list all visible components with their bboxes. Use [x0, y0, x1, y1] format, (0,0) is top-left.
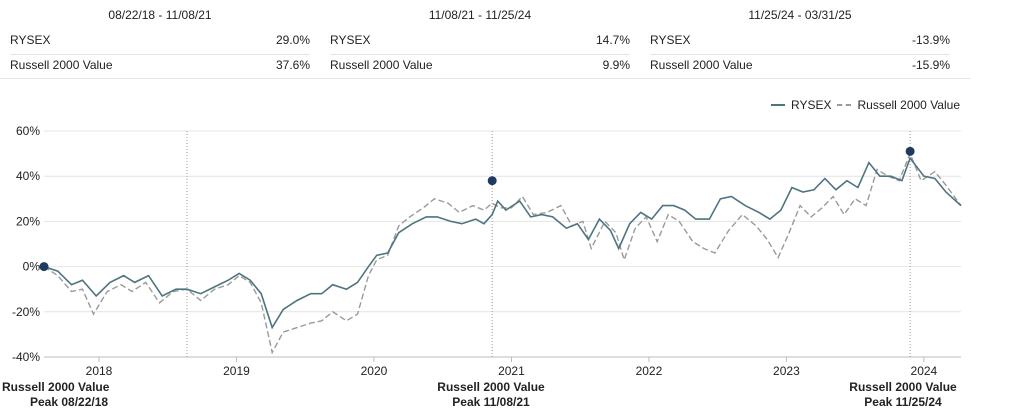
x-tick-label: 2020: [361, 364, 388, 378]
row-name: RYSEX: [330, 33, 371, 47]
period-row: Russell 2000 Value 9.9%: [330, 55, 630, 79]
peak-label-line1: Russell 2000 Value: [849, 380, 957, 394]
period-row: RYSEX 29.0%: [10, 30, 310, 55]
y-tick-label: -20%: [12, 305, 40, 319]
x-tick-label: 2023: [773, 364, 800, 378]
y-tick-label: -40%: [12, 350, 40, 364]
legend-swatch-russell: [837, 104, 852, 106]
row-name: Russell 2000 Value: [330, 58, 433, 72]
peak-label-line1: Russell 2000 Value: [2, 380, 110, 394]
peak-label-1: Russell 2000 Value Peak 08/22/18: [2, 380, 109, 410]
period-summary: 08/22/18 - 11/08/21 RYSEX 29.0% Russell …: [0, 0, 970, 79]
row-name: Russell 2000 Value: [10, 58, 113, 72]
row-value: 9.9%: [602, 58, 630, 72]
period-title: 11/25/24 - 03/31/25: [748, 8, 852, 22]
period-block-3: 11/25/24 - 03/31/25 RYSEX -13.9% Russell…: [650, 0, 950, 79]
series-line-rysex: [43, 156, 962, 330]
peak-marker: [39, 262, 49, 272]
row-name: RYSEX: [650, 33, 691, 47]
y-tick-label: 40%: [16, 169, 40, 183]
row-value: 14.7%: [595, 33, 630, 47]
x-tick-label: 2024: [911, 364, 938, 378]
row-value: -15.9%: [911, 58, 950, 72]
legend-swatch-rysex: [771, 104, 786, 106]
x-tick-label: 2021: [498, 364, 525, 378]
period-block-1: 08/22/18 - 11/08/21 RYSEX 29.0% Russell …: [10, 0, 310, 79]
legend-label-russell: Russell 2000 Value: [857, 98, 960, 112]
peak-label-line2: Peak 08/22/18: [30, 395, 109, 409]
peak-marker: [905, 146, 915, 156]
period-title: 08/22/18 - 11/08/21: [108, 8, 212, 22]
period-block-2: 11/08/21 - 11/25/24 RYSEX 14.7% Russell …: [330, 0, 630, 79]
peak-label-2: Russell 2000 Value Peak 11/08/21: [432, 380, 550, 410]
period-row: Russell 2000 Value 37.6%: [10, 55, 310, 79]
row-value: -13.9%: [911, 33, 950, 47]
x-tick-label: 2019: [223, 364, 250, 378]
peak-label-3: Russell 2000 Value Peak 11/25/24: [844, 380, 962, 410]
peak-label-line2: Peak 11/08/21: [452, 395, 530, 409]
x-tick-label: 2018: [86, 364, 113, 378]
period-row: RYSEX 14.7%: [330, 30, 630, 55]
y-tick-label: 20%: [16, 214, 40, 228]
legend-label-rysex: RYSEX: [791, 98, 832, 112]
peak-label-line2: Peak 11/25/24: [864, 395, 942, 409]
row-name: Russell 2000 Value: [650, 58, 753, 72]
peak-marker: [487, 176, 497, 186]
row-value: 37.6%: [275, 58, 310, 72]
x-tick-label: 2022: [636, 364, 663, 378]
series-line-russell-2000-value: [43, 151, 962, 355]
period-row: Russell 2000 Value -15.9%: [650, 55, 950, 79]
y-tick-label: 60%: [16, 124, 40, 138]
period-title: 11/08/21 - 11/25/24: [428, 8, 532, 22]
row-name: RYSEX: [10, 33, 51, 47]
period-row: RYSEX -13.9%: [650, 30, 950, 55]
row-value: 29.0%: [275, 33, 310, 47]
y-tick-label: 0%: [23, 260, 41, 274]
peak-label-line1: Russell 2000 Value: [437, 380, 545, 394]
chart-legend: RYSEX Russell 2000 Value: [771, 98, 960, 112]
